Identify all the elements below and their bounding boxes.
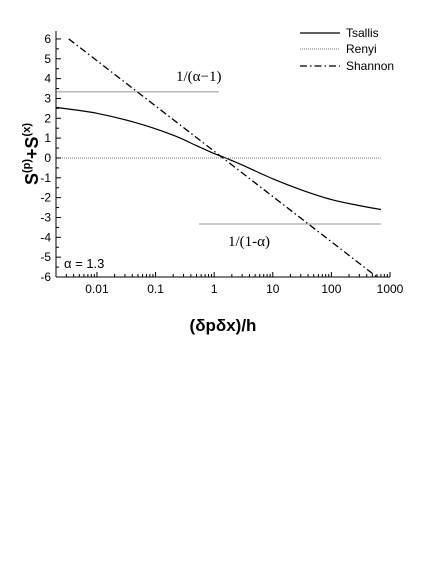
series-line-tsallis — [55, 106, 381, 211]
y-axis-title-plus-s: +S — [22, 136, 42, 159]
y-tick-label: -3 — [40, 210, 51, 224]
series-lines — [55, 38, 381, 278]
y-tick-label: -4 — [40, 230, 51, 244]
y-tick-label: -5 — [40, 250, 51, 264]
y-tick-label: -1 — [40, 171, 51, 185]
annotation-alpha: α = 1.3 — [64, 256, 104, 271]
x-tick-label: 1 — [211, 282, 218, 296]
x-tick-label: 0.1 — [147, 282, 164, 296]
reference-lines — [56, 91, 381, 225]
series-line-shannon — [68, 38, 378, 278]
legend-label-renyi: Renyi — [346, 42, 377, 56]
x-tick-label: 100 — [321, 282, 341, 296]
y-tick-label: 0 — [44, 151, 51, 165]
axis-ticks: -6 -5 -4 -3 -2 -1 0 1 2 3 4 5 6 0.01 0.1 1 10 100 1000 — [40, 32, 403, 296]
x-tick-label: 0.01 — [85, 282, 109, 296]
plot-frame — [55, 31, 390, 278]
y-tick-label: 4 — [44, 72, 51, 86]
y-axis-title-s1: S — [22, 173, 42, 185]
y-tick-label: 1 — [44, 131, 51, 145]
y-tick-label: -2 — [40, 191, 51, 205]
x-tick-label: 10 — [266, 282, 280, 296]
legend-label-shannon: Shannon — [346, 59, 394, 73]
x-tick-label: 1000 — [377, 282, 404, 296]
y-axis-title-sup-x: (x) — [21, 123, 33, 137]
y-axis-title-sup-p: (p) — [21, 159, 33, 173]
legend: Tsallis Renyi Shannon — [300, 26, 394, 73]
annotation-upper-limit: 1/(α−1) — [176, 69, 221, 85]
annotation-lower-limit: 1/(1-α) — [228, 234, 270, 250]
legend-label-tsallis: Tsallis — [346, 26, 379, 40]
y-tick-label: 3 — [44, 91, 51, 105]
y-tick-label: 6 — [44, 32, 51, 46]
y-tick-label: 2 — [44, 111, 51, 125]
y-tick-label: 5 — [44, 52, 51, 66]
y-axis-title: S(p)+S(x) — [21, 123, 42, 185]
y-tick-label: -6 — [40, 270, 51, 284]
x-axis-title: (δpδx)/h — [190, 316, 257, 335]
